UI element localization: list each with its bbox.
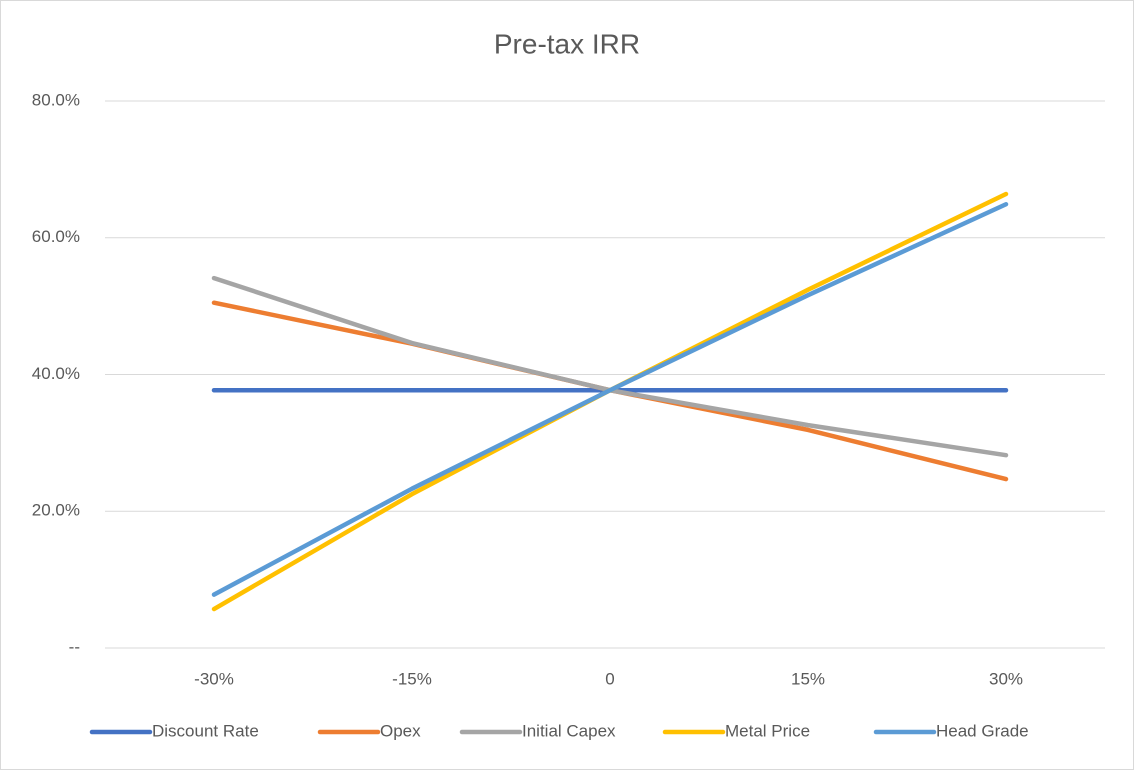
legend-label: Initial Capex [522,721,616,740]
y-tick-label: 20.0% [32,501,80,520]
chart-title: Pre-tax IRR [494,28,640,59]
series-line [211,201,1009,597]
x-tick-label: -30% [194,669,234,688]
x-tick-label: 30% [989,669,1023,688]
y-tick-label: -- [69,637,80,656]
legend-label: Discount Rate [152,721,259,740]
x-tick-label: 0 [605,669,614,688]
y-tick-label: 80.0% [32,90,80,109]
x-tick-label: -15% [392,669,432,688]
legend-label: Head Grade [936,721,1029,740]
legend-label: Opex [380,721,421,740]
y-tick-label: 60.0% [32,227,80,246]
legend-label: Metal Price [725,721,810,740]
y-tick-label: 40.0% [32,364,80,383]
x-tick-label: 15% [791,669,825,688]
